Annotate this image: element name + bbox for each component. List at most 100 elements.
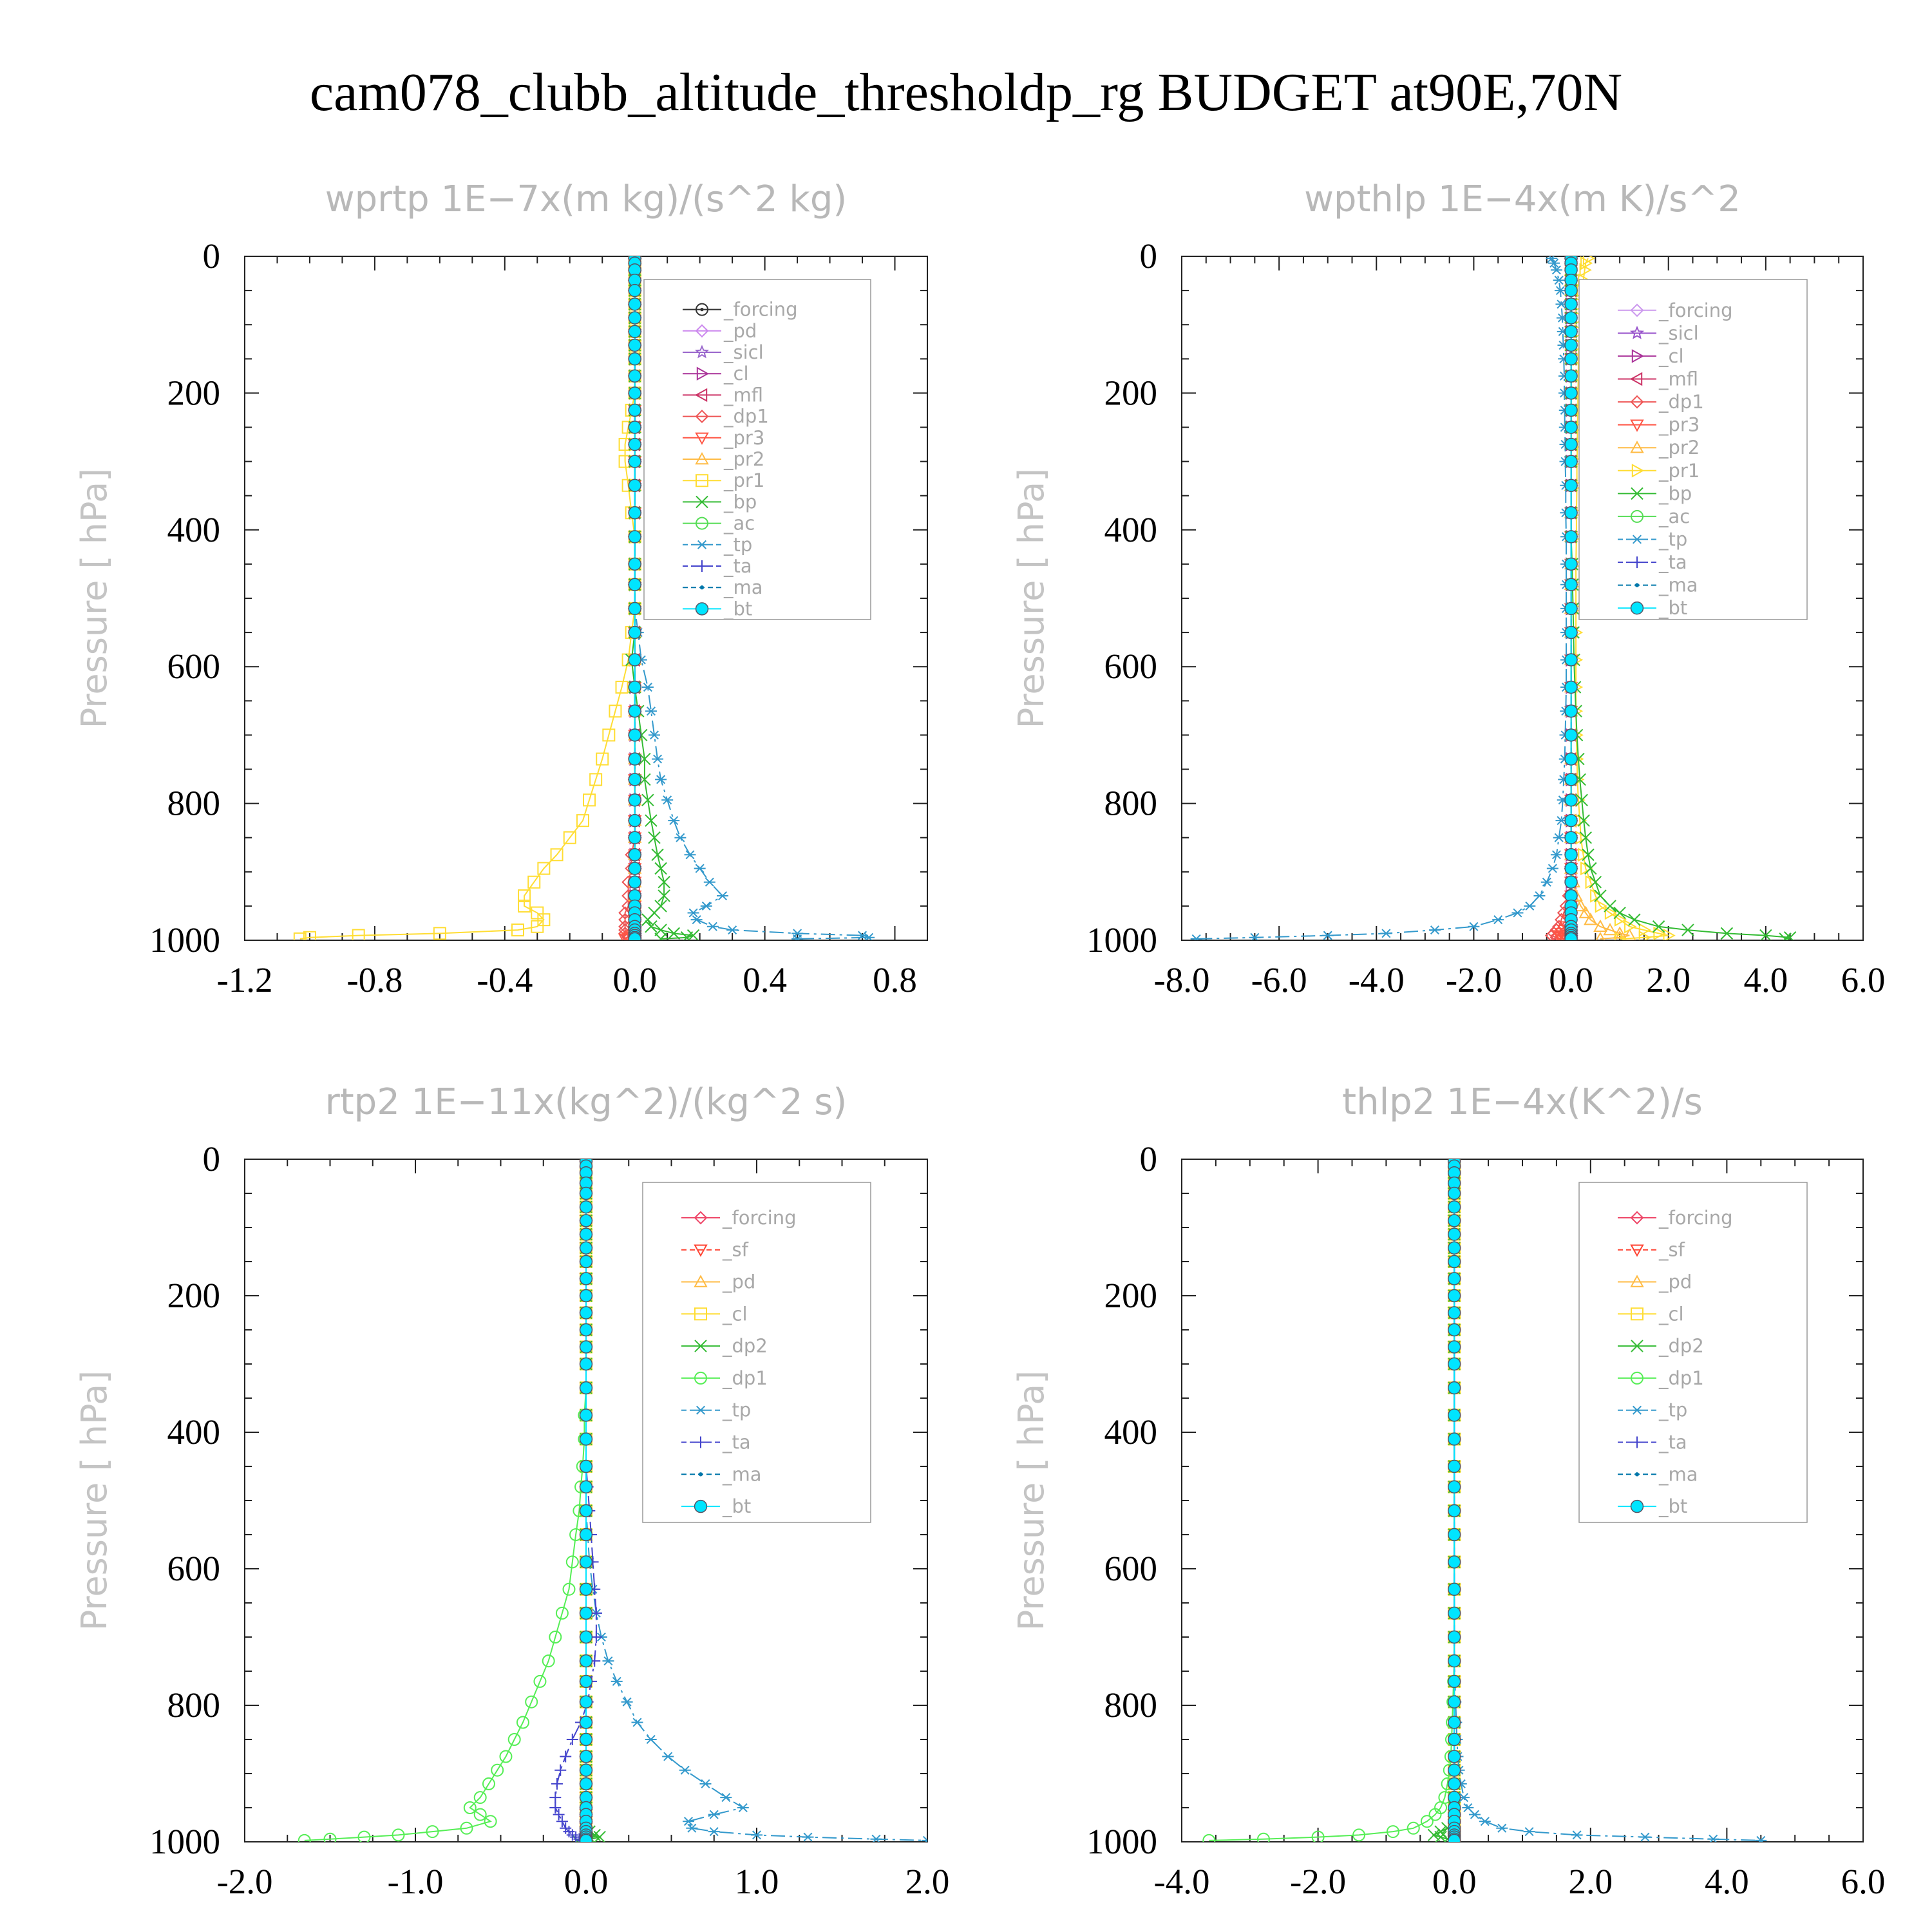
data-point: [1564, 813, 1578, 828]
legend-label: _forcing: [1658, 299, 1733, 321]
series-bt: [1564, 256, 1578, 940]
data-point: [579, 1186, 593, 1200]
data-point: [922, 1835, 927, 1842]
series-bt: [628, 256, 641, 940]
y-tick-label: 200: [167, 373, 221, 412]
data-point: [1663, 928, 1676, 940]
x-tick-label: 0.0: [612, 960, 657, 999]
legend-label: _dp1: [722, 1367, 768, 1389]
data-point: [1448, 1732, 1461, 1747]
data-point: [579, 1255, 593, 1269]
data-point: [1427, 1828, 1441, 1842]
data-point: [674, 833, 687, 842]
data-point: [579, 1214, 593, 1227]
legend-entry: _ac: [683, 513, 755, 535]
legend-entry: _dp1: [683, 406, 769, 428]
data-point: [703, 877, 715, 887]
legend-marker: [1629, 325, 1645, 339]
legend-label: _forcing: [722, 1207, 797, 1229]
data-point: [1564, 530, 1578, 544]
data-point: [1468, 922, 1480, 931]
series-bt: [579, 1159, 593, 1842]
legend-label: _ma: [1658, 574, 1698, 596]
data-point: [1448, 1214, 1461, 1227]
data-point: [645, 706, 657, 716]
legend-entry: _pd: [683, 320, 757, 342]
data-point: [618, 933, 632, 940]
series-line: [299, 258, 636, 940]
data-point: [628, 506, 641, 520]
data-point: [628, 813, 641, 828]
legend-entry: _dp1: [681, 1367, 768, 1389]
data-point: [802, 1832, 814, 1842]
data-point: [708, 1827, 720, 1837]
legend-entry: _dp1: [1618, 1367, 1704, 1389]
data-point: [737, 1803, 749, 1813]
data-point: [645, 814, 658, 827]
data-point: [593, 1830, 606, 1842]
legend-marker: [696, 303, 708, 316]
data-point: [1783, 931, 1797, 940]
data-point: [1639, 1832, 1651, 1842]
legend-marker: [1631, 556, 1643, 569]
data-point: [579, 1763, 593, 1777]
legend-marker: [1631, 509, 1643, 523]
legend-marker: [695, 451, 709, 465]
data-point: [1448, 1654, 1461, 1668]
legend-label: _forcing: [723, 299, 798, 321]
legend-entry: _bt: [683, 598, 752, 620]
legend-label: _ta: [722, 1432, 751, 1454]
data-point: [658, 876, 670, 889]
data-point: [1448, 1432, 1461, 1446]
data-point: [668, 816, 680, 826]
data-point: [1564, 325, 1578, 339]
legend-entry: _ma: [681, 1463, 762, 1485]
data-point: [484, 1815, 497, 1828]
data-point: [352, 929, 365, 940]
data-point: [516, 1716, 529, 1729]
data-point: [649, 730, 660, 740]
y-tick-label: 400: [167, 1412, 221, 1452]
data-point: [1594, 889, 1607, 902]
data-point: [579, 1504, 593, 1518]
data-point: [687, 908, 699, 918]
data-point: [1448, 1272, 1461, 1285]
legend-label: _ta: [1658, 1432, 1687, 1454]
legend-entry: _cl: [1618, 345, 1684, 367]
legend-label: _mfl: [1658, 368, 1698, 390]
data-point: [579, 1306, 593, 1320]
data-point: [1564, 386, 1578, 400]
data-point: [1577, 814, 1590, 827]
legend-marker: [1630, 1211, 1644, 1225]
panel-title: wpthlp 1E−4x(m K)/s^2: [1304, 178, 1741, 220]
legend-entry: _ma: [683, 576, 763, 598]
legend-marker: [694, 1307, 707, 1321]
y-tick-label: 200: [1104, 373, 1158, 412]
legend-label: _bt: [1658, 1495, 1687, 1517]
data-point: [1571, 1830, 1583, 1840]
data-point: [628, 421, 641, 434]
data-point: [1554, 286, 1566, 296]
legend-marker: [695, 324, 709, 338]
data-point: [628, 311, 641, 325]
data-point: [1589, 876, 1602, 889]
y-tick-label: 600: [167, 1549, 221, 1588]
data-point: [1564, 478, 1578, 492]
data-point: [1564, 311, 1578, 325]
data-point: [511, 923, 524, 937]
data-point: [1564, 352, 1578, 366]
data-point: [1564, 403, 1578, 417]
data-point: [658, 889, 670, 902]
data-point: [579, 1241, 593, 1255]
data-point: [706, 922, 719, 931]
data-point: [863, 933, 875, 940]
data-point: [1564, 455, 1578, 468]
legend-box: [643, 279, 871, 620]
data-point: [628, 752, 641, 766]
data-point: [1579, 263, 1592, 277]
data-point: [1604, 905, 1618, 920]
data-point: [555, 1606, 569, 1620]
data-point: [579, 1480, 593, 1494]
legend-label: _bt: [723, 598, 752, 620]
data-point: [1448, 1255, 1461, 1269]
